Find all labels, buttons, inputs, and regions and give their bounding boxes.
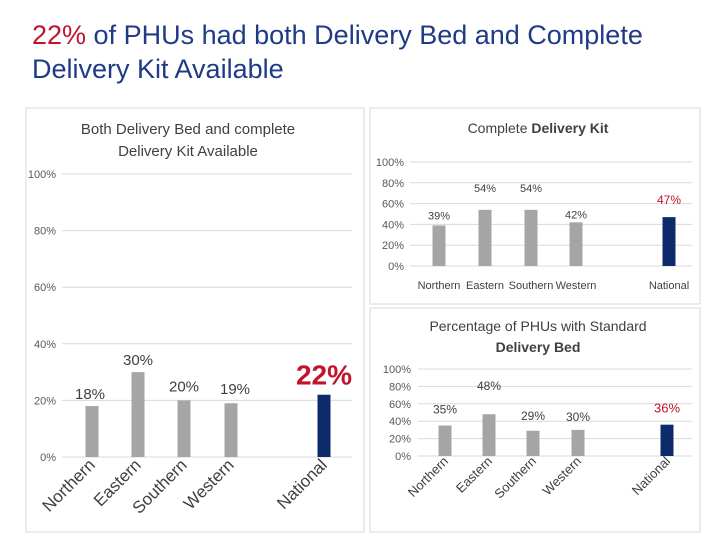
top-right-title-bold: Delivery Kit [531,120,608,136]
left-bar-southern [177,400,191,457]
top-right-bar-southern [524,209,538,266]
left-data-label: 19% [220,381,250,398]
bottom-right-bar-northern [438,425,452,456]
top-right-chart-plot: 0% 20% 40% 60% 80% 100% 39% 54% 54% 42% 47% Norther… [376,157,692,292]
bottom-right-data-label: 30% [566,410,590,424]
left-ytick-label: 100% [28,169,56,181]
top-right-bar-national [662,217,676,266]
bottom-right-data-label: 48% [477,379,501,393]
bottom-right-bar-eastern [482,414,496,456]
left-data-label: 22% [296,360,352,391]
bottom-right-data-label: 36% [654,401,680,416]
left-bar-western [224,403,238,457]
top-right-data-label: 54% [474,183,496,195]
left-data-label: 30% [123,352,153,369]
bottom-right-ytick-label: 0% [395,451,411,463]
left-ytick-label: 0% [40,452,56,464]
top-right-category-label: Western [556,280,597,292]
bottom-right-ytick-label: 80% [389,381,411,393]
top-right-data-label: 47% [657,193,681,207]
left-ytick-label: 60% [34,282,56,294]
left-ytick-label: 80% [34,226,56,238]
left-ytick-label: 40% [34,339,56,351]
left-chart-title-line2: Delivery Kit Available [118,143,258,160]
left-ytick-label: 20% [34,395,56,407]
left-bar-northern [85,406,99,457]
top-right-ytick-label: 100% [376,157,404,169]
top-right-chart-title: Complete Delivery Kit [468,120,609,136]
left-chart-title-line1: Both Delivery Bed and complete [81,121,295,138]
bottom-right-data-label: 29% [521,409,545,423]
top-right-ytick-label: 20% [382,240,404,252]
bottom-right-chart-panel [369,307,701,533]
top-right-ytick-label: 40% [382,219,404,231]
top-right-title-normal: Complete [468,120,532,136]
top-right-category-label: Southern [509,280,554,292]
bottom-right-ytick-label: 60% [389,399,411,411]
top-right-ytick-label: 60% [382,199,404,211]
bottom-right-chart-title-line2: Delivery Bed [496,339,581,355]
left-bar-national [317,394,331,457]
top-right-data-label: 39% [428,210,450,222]
bottom-right-chart-title-line1: Percentage of PHUs with Standard [429,318,646,334]
bottom-right-ytick-label: 100% [383,364,411,376]
top-right-category-label: Eastern [466,280,504,292]
bottom-right-bar-western [571,429,585,456]
title-text: of PHUs had both Delivery Bed and Comple… [32,20,643,84]
bottom-right-bar-national [660,424,674,456]
left-bar-eastern [131,372,145,457]
top-right-data-label: 54% [520,183,542,195]
left-data-label: 20% [169,378,199,395]
bottom-right-ytick-label: 40% [389,416,411,428]
top-right-data-label: 42% [565,209,587,221]
bottom-right-ytick-label: 20% [389,434,411,446]
top-right-ytick-label: 0% [388,261,404,273]
top-right-bar-eastern [478,209,492,266]
top-right-bar-northern [432,225,446,266]
top-right-ytick-label: 80% [382,178,404,190]
left-chart-panel [25,107,365,533]
slide-title: 22% of PHUs had both Delivery Bed and Co… [32,18,692,86]
title-highlight: 22% [32,20,87,50]
bottom-right-data-label: 35% [433,403,457,417]
top-right-bar-western [569,222,583,266]
top-right-chart-panel [369,107,701,305]
top-right-category-label: Northern [418,280,461,292]
bottom-right-bar-southern [526,430,540,456]
left-data-label: 18% [75,386,105,403]
top-right-category-label: National [649,280,689,292]
